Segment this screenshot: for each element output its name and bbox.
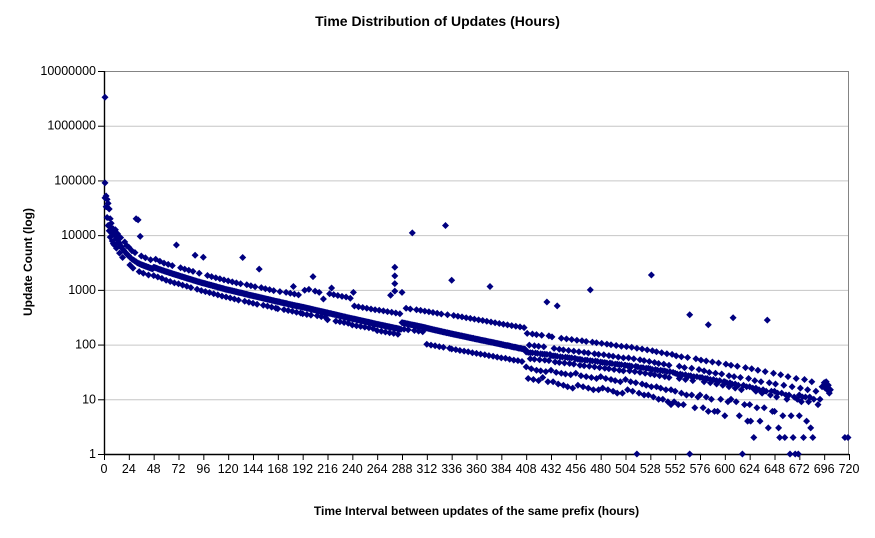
svg-text:10000: 10000 bbox=[61, 228, 96, 242]
svg-text:1000: 1000 bbox=[68, 283, 96, 297]
svg-text:504: 504 bbox=[615, 462, 636, 476]
plot-border bbox=[104, 71, 849, 454]
data-points bbox=[101, 93, 852, 458]
svg-text:1000000: 1000000 bbox=[47, 119, 96, 133]
svg-text:336: 336 bbox=[441, 462, 462, 476]
svg-text:10: 10 bbox=[82, 392, 96, 406]
svg-text:312: 312 bbox=[416, 462, 437, 476]
svg-text:432: 432 bbox=[541, 462, 562, 476]
svg-text:216: 216 bbox=[317, 462, 338, 476]
x-tick-labels: 0 24 48 72 96 120 144 168 192 216 240 264 288 312 336 3… bbox=[101, 462, 860, 476]
svg-text:192: 192 bbox=[292, 462, 313, 476]
svg-text:360: 360 bbox=[466, 462, 487, 476]
svg-text:0: 0 bbox=[101, 462, 108, 476]
svg-text:552: 552 bbox=[665, 462, 686, 476]
svg-text:648: 648 bbox=[764, 462, 785, 476]
chart-title: Time Distribution of Updates (Hours) bbox=[315, 13, 560, 29]
svg-text:10000000: 10000000 bbox=[40, 64, 96, 78]
svg-text:72: 72 bbox=[172, 462, 186, 476]
svg-text:528: 528 bbox=[640, 462, 661, 476]
svg-text:696: 696 bbox=[814, 462, 835, 476]
x-axis-title: Time Interval between updates of the sam… bbox=[313, 504, 640, 518]
svg-text:168: 168 bbox=[267, 462, 288, 476]
svg-text:408: 408 bbox=[516, 462, 537, 476]
svg-text:264: 264 bbox=[367, 462, 388, 476]
svg-text:672: 672 bbox=[789, 462, 810, 476]
svg-text:100: 100 bbox=[75, 338, 96, 352]
svg-text:144: 144 bbox=[243, 462, 264, 476]
svg-text:384: 384 bbox=[491, 462, 512, 476]
svg-text:96: 96 bbox=[196, 462, 210, 476]
svg-text:1: 1 bbox=[89, 447, 96, 461]
svg-text:720: 720 bbox=[839, 462, 860, 476]
svg-text:456: 456 bbox=[565, 462, 586, 476]
svg-text:600: 600 bbox=[714, 462, 735, 476]
svg-text:576: 576 bbox=[690, 462, 711, 476]
svg-text:480: 480 bbox=[590, 462, 611, 476]
svg-text:120: 120 bbox=[218, 462, 239, 476]
svg-text:624: 624 bbox=[739, 462, 760, 476]
svg-text:48: 48 bbox=[147, 462, 161, 476]
y-tick-marks bbox=[98, 71, 104, 455]
y-tick-labels: 1 10 100 1000 10000 100000 1000000 10000000 bbox=[40, 64, 96, 461]
svg-text:240: 240 bbox=[342, 462, 363, 476]
svg-text:288: 288 bbox=[392, 462, 413, 476]
svg-text:100000: 100000 bbox=[54, 173, 96, 187]
svg-text:24: 24 bbox=[122, 462, 136, 476]
